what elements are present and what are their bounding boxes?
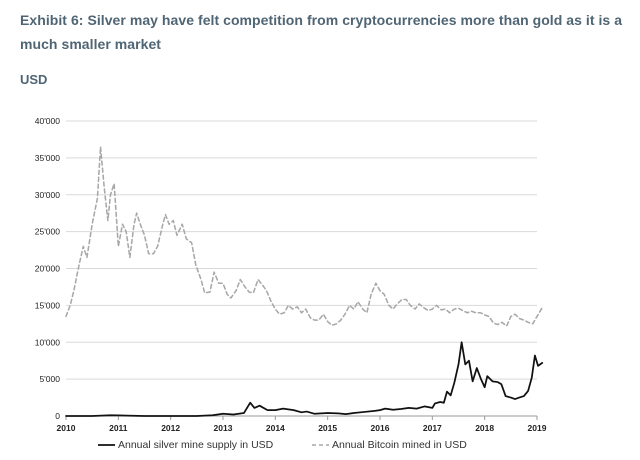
y-tick-label: 30'000 xyxy=(35,190,61,200)
chart-title: Exhibit 6: Silver may have felt competit… xyxy=(20,12,623,52)
y-axis-unit-label: USD xyxy=(20,72,48,87)
y-tick-label: 20'000 xyxy=(35,264,61,274)
bitcoin-series-line xyxy=(65,146,544,327)
legend-silver-label: Annual silver mine supply in USD xyxy=(118,439,274,451)
silver-series-line xyxy=(65,341,544,417)
x-tick-label: 2012 xyxy=(161,423,180,433)
legend-bitcoin-label: Annual Bitcoin mined in USD xyxy=(332,439,467,451)
series-lines xyxy=(65,146,544,417)
x-tick-label: 2013 xyxy=(214,423,233,433)
x-tick-label: 2014 xyxy=(266,423,285,433)
x-tick-label: 2019 xyxy=(528,423,547,433)
axes: 0 5'000 10'000 15'000 20'000 25'000 30'000 35'0… xyxy=(35,116,547,433)
legend: Annual silver mine supply in USD Annual … xyxy=(98,439,467,451)
x-tick-label: 2015 xyxy=(318,423,337,433)
y-tick-label: 40'000 xyxy=(35,116,61,126)
x-tick-label: 2010 xyxy=(57,423,76,433)
y-tick-label: 10'000 xyxy=(35,337,61,347)
x-tick-label: 2016 xyxy=(371,423,390,433)
x-tick-label: 2017 xyxy=(423,423,442,433)
x-tick-label: 2018 xyxy=(475,423,494,433)
y-tick-label: 15'000 xyxy=(35,300,61,310)
y-tick-label: 0 xyxy=(55,411,60,421)
gridlines xyxy=(66,120,537,380)
x-tick-label: 2011 xyxy=(109,423,128,433)
y-tick-label: 5'000 xyxy=(39,374,60,384)
y-tick-label: 25'000 xyxy=(35,227,61,237)
y-tick-label: 35'000 xyxy=(35,153,61,163)
